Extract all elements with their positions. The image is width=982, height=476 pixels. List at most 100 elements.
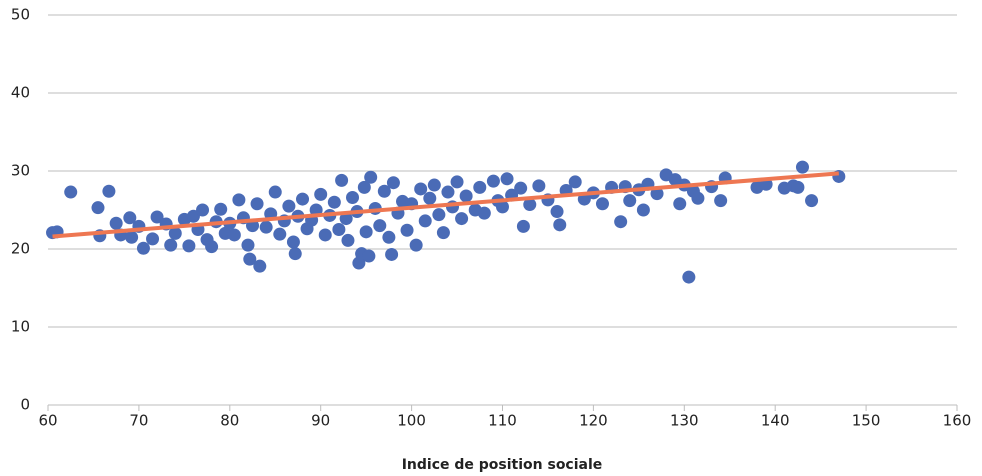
point bbox=[673, 197, 687, 211]
point bbox=[250, 197, 264, 211]
x-tick-label: 60 bbox=[38, 412, 57, 430]
point bbox=[373, 219, 387, 233]
point bbox=[64, 185, 78, 199]
y-tick-label: 50 bbox=[11, 6, 30, 24]
x-tick-label: 160 bbox=[943, 412, 972, 430]
point bbox=[259, 220, 273, 234]
point bbox=[473, 180, 487, 194]
point bbox=[364, 170, 378, 184]
x-tick-label: 100 bbox=[397, 412, 426, 430]
point bbox=[614, 215, 628, 229]
y-tick-label: 40 bbox=[11, 84, 30, 102]
point bbox=[500, 172, 514, 186]
x-tick-label: 110 bbox=[488, 412, 517, 430]
point bbox=[450, 175, 464, 189]
point bbox=[514, 181, 528, 195]
x-axis-label: Indice de position sociale bbox=[402, 457, 603, 473]
point bbox=[214, 202, 228, 216]
point bbox=[568, 175, 582, 189]
point bbox=[385, 247, 399, 261]
trend-line bbox=[52, 171, 839, 239]
y-tick-label: 10 bbox=[11, 318, 30, 336]
point bbox=[150, 210, 164, 224]
point bbox=[335, 173, 349, 187]
point bbox=[362, 249, 376, 263]
point bbox=[382, 230, 396, 244]
x-tick-label: 70 bbox=[129, 412, 148, 430]
point bbox=[241, 238, 255, 252]
point bbox=[714, 194, 728, 208]
point bbox=[427, 178, 441, 192]
point bbox=[318, 228, 332, 242]
x-tick-label: 140 bbox=[761, 412, 790, 430]
point bbox=[477, 206, 491, 220]
x-tick-label: 80 bbox=[220, 412, 239, 430]
point bbox=[186, 209, 200, 223]
point bbox=[516, 219, 530, 233]
point bbox=[164, 238, 178, 252]
point bbox=[400, 223, 414, 237]
point bbox=[423, 191, 437, 205]
point bbox=[409, 238, 423, 252]
point bbox=[455, 212, 469, 226]
y-tick-label: 20 bbox=[11, 240, 30, 258]
point bbox=[553, 218, 567, 232]
point bbox=[359, 225, 373, 239]
point bbox=[432, 208, 446, 222]
point bbox=[102, 184, 116, 198]
point bbox=[459, 189, 473, 203]
x-tick-label: 120 bbox=[579, 412, 608, 430]
x-tick-label: 130 bbox=[670, 412, 699, 430]
point bbox=[357, 180, 371, 194]
y-tick-label: 30 bbox=[11, 162, 30, 180]
point bbox=[232, 193, 246, 207]
point bbox=[636, 203, 650, 217]
point bbox=[196, 203, 210, 217]
point bbox=[296, 192, 310, 206]
point bbox=[243, 252, 257, 266]
point bbox=[168, 226, 182, 240]
y-tick-label: 0 bbox=[20, 396, 30, 414]
point bbox=[288, 247, 302, 261]
point bbox=[441, 185, 455, 199]
point bbox=[386, 176, 400, 190]
point bbox=[623, 194, 637, 208]
point bbox=[253, 259, 267, 273]
point bbox=[550, 205, 564, 219]
point bbox=[523, 198, 537, 212]
point bbox=[268, 185, 282, 199]
point bbox=[691, 191, 705, 205]
point bbox=[182, 239, 196, 253]
point bbox=[109, 216, 123, 230]
point bbox=[273, 227, 287, 241]
point bbox=[682, 270, 696, 284]
point bbox=[805, 194, 819, 208]
point bbox=[327, 195, 341, 209]
point bbox=[125, 230, 139, 244]
point bbox=[282, 199, 296, 213]
point bbox=[595, 197, 609, 211]
point bbox=[650, 187, 664, 201]
point bbox=[341, 233, 355, 247]
point bbox=[486, 174, 500, 188]
point bbox=[136, 241, 150, 255]
point bbox=[286, 235, 300, 249]
x-tick-label: 150 bbox=[852, 412, 881, 430]
point bbox=[532, 179, 546, 193]
point bbox=[339, 212, 353, 226]
point bbox=[414, 182, 428, 196]
point bbox=[377, 184, 391, 198]
point bbox=[332, 223, 346, 236]
point bbox=[205, 240, 219, 254]
point bbox=[346, 191, 360, 205]
point bbox=[123, 211, 137, 225]
point bbox=[436, 226, 450, 240]
point bbox=[496, 200, 509, 214]
point bbox=[314, 187, 328, 201]
point bbox=[91, 201, 105, 215]
point bbox=[146, 232, 160, 246]
x-tick-label: 90 bbox=[311, 412, 330, 430]
point bbox=[418, 214, 432, 228]
point bbox=[795, 160, 809, 174]
